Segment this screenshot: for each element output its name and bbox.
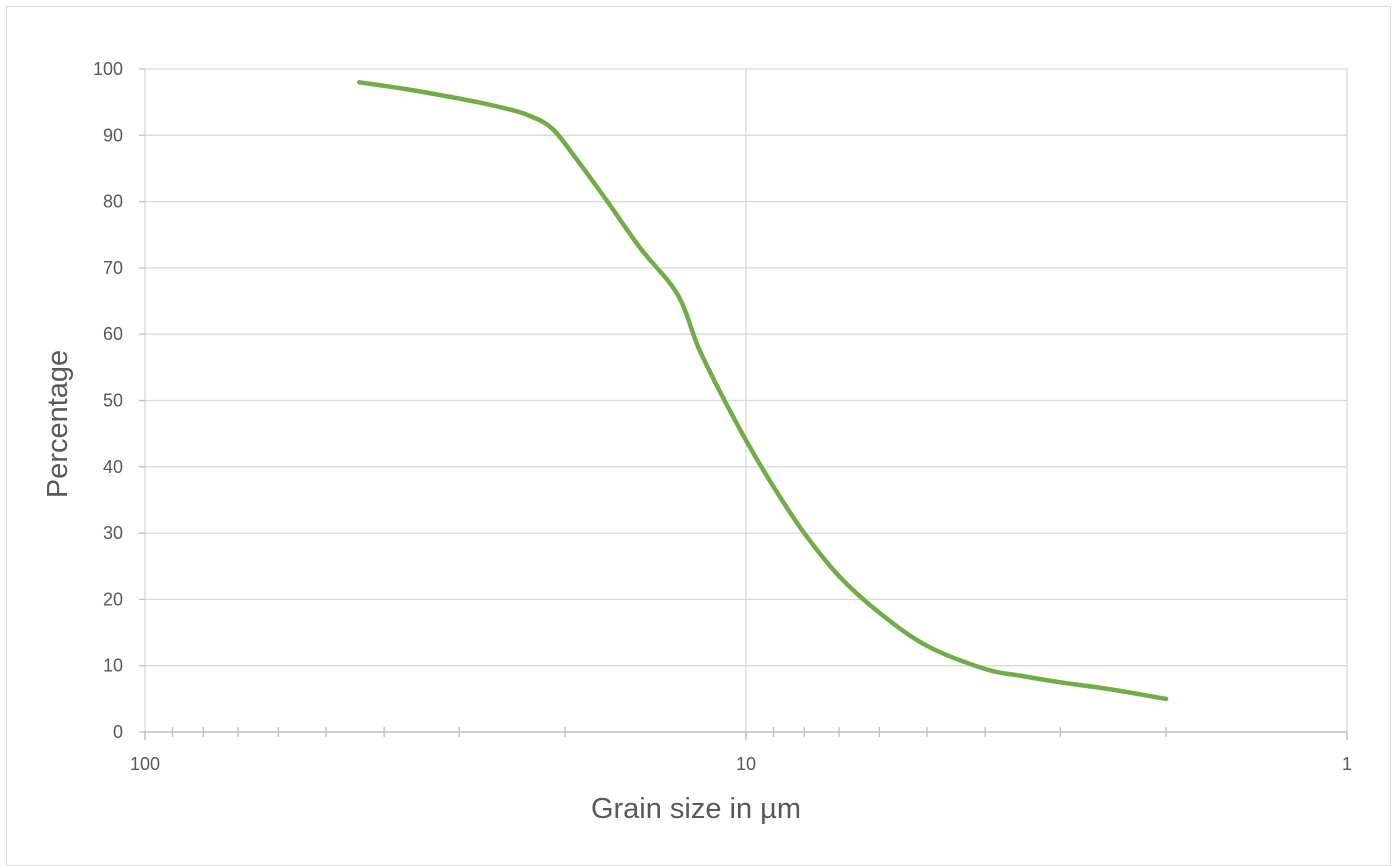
y-tick-label: 30 <box>103 523 123 543</box>
y-tick-label: 0 <box>113 722 123 742</box>
x-tick-label: 10 <box>736 754 756 774</box>
x-minor-ticks <box>171 727 1167 737</box>
y-tick-label: 40 <box>103 457 123 477</box>
series-group <box>357 80 1169 702</box>
x-tick-labels: 100 10 1 <box>130 754 1352 774</box>
y-tick-label: 20 <box>103 589 123 609</box>
x-tick-label: 100 <box>130 754 160 774</box>
y-axis-title: Percentage <box>42 350 74 498</box>
x-axis-title: Grain size in µm <box>591 793 801 825</box>
y-tick-labels: 0 10 20 30 40 50 60 70 80 90 100 <box>93 59 123 742</box>
y-tick-label: 50 <box>103 391 123 411</box>
y-tick-label: 70 <box>103 258 123 278</box>
x-tick-label: 1 <box>1342 754 1352 774</box>
y-tick-label: 100 <box>93 59 123 79</box>
y-tick-label: 10 <box>103 656 123 676</box>
gridlines <box>139 68 1348 740</box>
series-line <box>357 80 1169 702</box>
y-tick-label: 90 <box>103 125 123 145</box>
y-tick-label: 80 <box>103 192 123 212</box>
y-tick-label: 60 <box>103 324 123 344</box>
